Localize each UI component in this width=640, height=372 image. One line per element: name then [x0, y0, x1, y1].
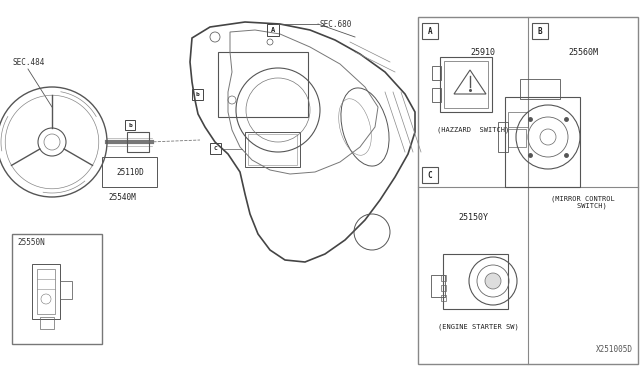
Bar — [505, 97, 580, 187]
Bar — [32, 264, 60, 319]
Bar — [520, 79, 560, 99]
Bar — [12, 234, 102, 344]
Bar — [248, 134, 297, 165]
Bar — [245, 132, 300, 167]
Text: b: b — [128, 122, 132, 128]
Bar — [432, 66, 441, 80]
Bar — [532, 23, 548, 39]
Text: b: b — [196, 92, 200, 97]
Text: A: A — [271, 27, 275, 33]
Bar — [432, 88, 441, 102]
Bar — [37, 269, 55, 314]
Text: 25560M: 25560M — [568, 48, 598, 57]
Bar — [498, 122, 508, 152]
Bar — [422, 167, 438, 183]
Text: 25150Y: 25150Y — [458, 212, 488, 221]
Text: (MIRROR CONTROL
    SWITCH): (MIRROR CONTROL SWITCH) — [551, 195, 615, 209]
Bar — [60, 281, 72, 299]
Text: 25540M: 25540M — [108, 192, 136, 202]
Text: (ENGINE STARTER SW): (ENGINE STARTER SW) — [438, 324, 518, 330]
Bar — [267, 24, 279, 36]
Bar — [441, 285, 446, 291]
Text: C: C — [428, 170, 432, 180]
Text: A: A — [428, 26, 432, 35]
Text: SEC.680: SEC.680 — [320, 19, 353, 29]
Text: C: C — [214, 146, 218, 151]
Text: 25110D: 25110D — [116, 167, 144, 176]
Text: X251005D: X251005D — [596, 344, 633, 353]
Bar — [441, 275, 446, 281]
Text: 25910: 25910 — [470, 48, 495, 57]
Bar — [125, 120, 135, 130]
Circle shape — [485, 273, 501, 289]
Bar — [218, 52, 308, 117]
Bar — [431, 275, 445, 297]
Text: 25550N: 25550N — [17, 237, 45, 247]
Text: B: B — [538, 26, 542, 35]
Bar — [508, 129, 526, 147]
Text: (HAZZARD  SWITCH): (HAZZARD SWITCH) — [437, 127, 509, 133]
Bar — [422, 23, 438, 39]
Bar — [508, 112, 528, 127]
Bar — [443, 254, 508, 309]
Bar — [40, 317, 54, 329]
Bar — [418, 17, 638, 364]
Bar — [441, 295, 446, 301]
Bar — [192, 89, 203, 100]
Bar — [440, 57, 492, 112]
Bar — [102, 157, 157, 187]
Bar — [444, 61, 488, 108]
Bar — [210, 143, 221, 154]
Text: SEC.484: SEC.484 — [12, 58, 44, 67]
Bar — [127, 132, 149, 152]
